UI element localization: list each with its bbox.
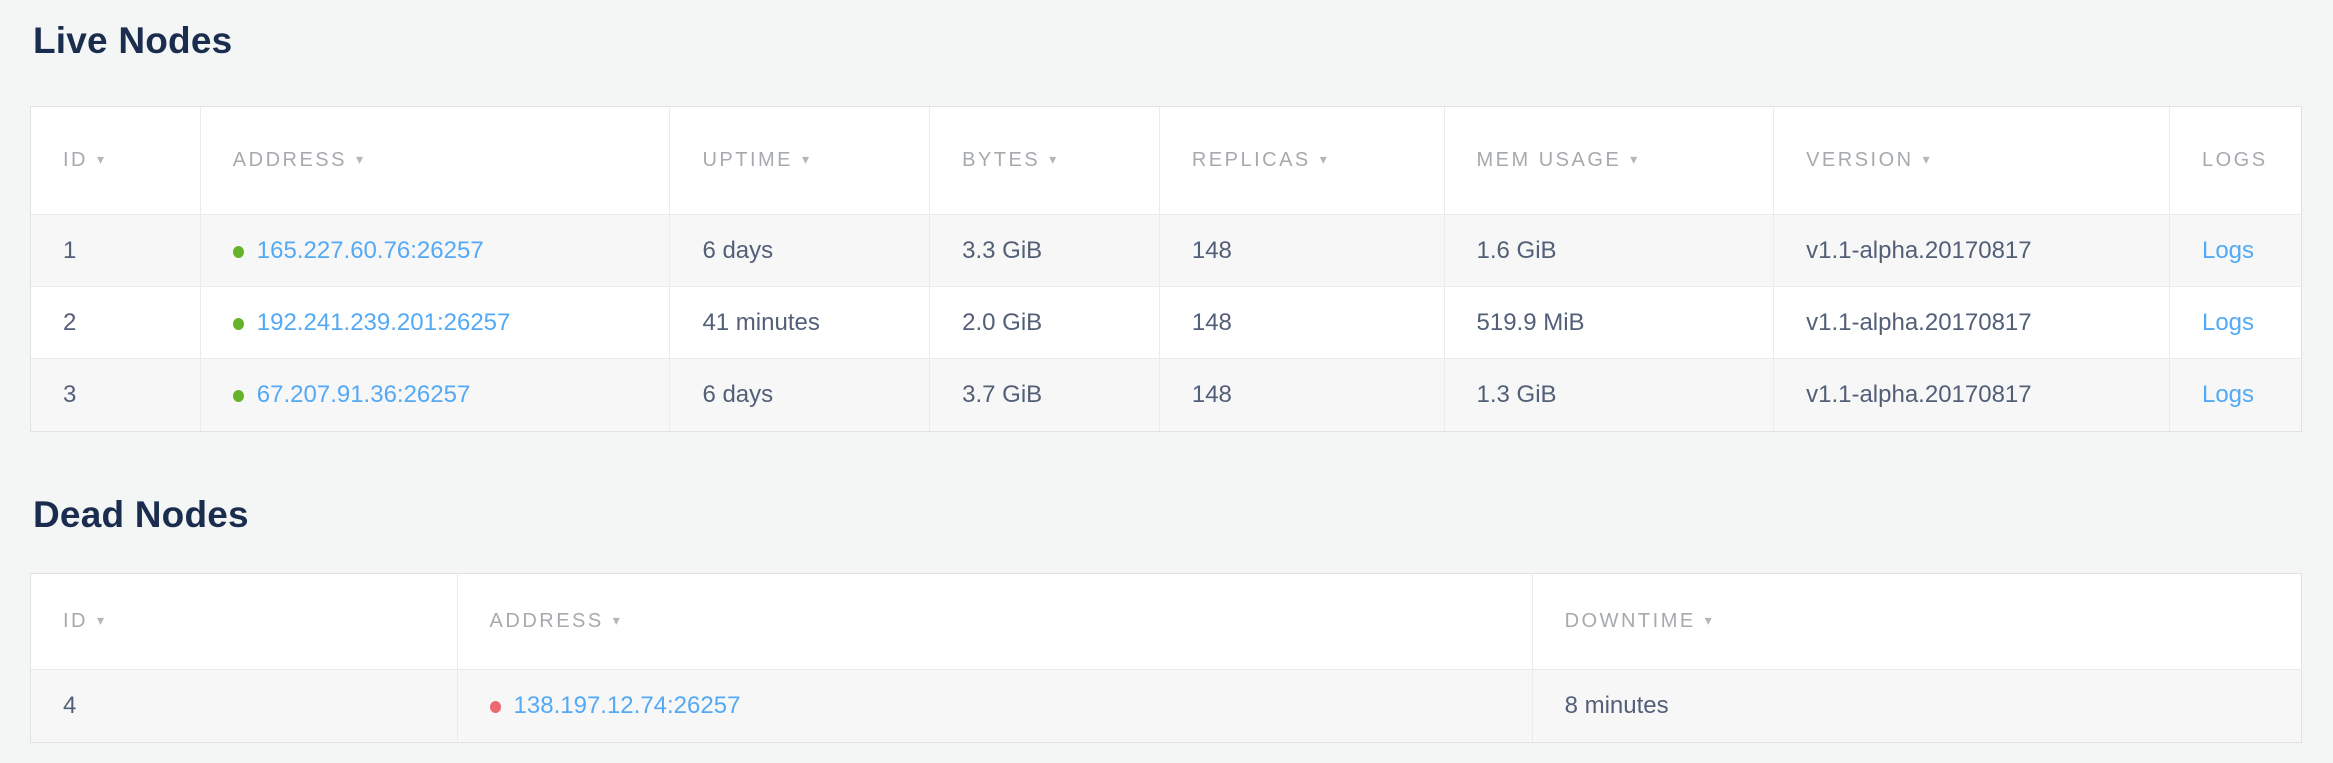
sort-arrow-icon: ▾ (1922, 151, 1933, 167)
sort-arrow-icon: ▾ (802, 151, 812, 167)
node-id-cell: 4 (31, 670, 458, 742)
live-status-dot-icon (232, 317, 244, 330)
node-downtime-cell: 8 minutes (1532, 670, 2301, 742)
dead-nodes-section: Dead Nodes ID ▾ ADDRESS ▾ DOWNTIME ▾ (30, 492, 2303, 743)
sort-arrow-icon: ▾ (1704, 612, 1715, 628)
node-logs-link[interactable]: Logs (2201, 236, 2255, 264)
node-version-cell: v1.1-alpha.20170817 (1774, 359, 2170, 431)
live-nodes-header-row: ID ▾ ADDRESS ▾ UPTIME ▾ BYTES ▾ REPLICAS ▾ (31, 107, 2301, 215)
column-header-label: DOWNTIME (1564, 610, 1696, 632)
column-header-label: ADDRESS (232, 149, 347, 171)
node-address-cell: 192.241.239.201:26257 (200, 287, 671, 359)
dead-nodes-header-row: ID ▾ ADDRESS ▾ DOWNTIME ▾ (31, 574, 2301, 670)
sort-arrow-icon: ▾ (1319, 151, 1330, 167)
node-address-cell: 165.227.60.76:26257 (200, 215, 671, 287)
node-mem-usage-cell: 519.9 MiB (1444, 287, 1775, 359)
node-uptime-cell: 41 minutes (670, 287, 931, 359)
sort-arrow-icon: ▾ (1049, 151, 1059, 167)
nodes-overview-page: Live Nodes ID ▾ ADDRESS ▾ UPTIME ▾ (30, 18, 2303, 743)
column-header-label: REPLICAS (1191, 149, 1311, 171)
sort-arrow-icon: ▾ (612, 612, 623, 628)
node-logs-link[interactable]: Logs (2201, 308, 2255, 336)
sort-arrow-icon: ▾ (97, 151, 107, 167)
node-mem-usage-cell: 1.6 GiB (1444, 215, 1775, 287)
table-row: 3 67.207.91.36:26257 6 days 3.7 GiB 148 … (31, 359, 2301, 431)
column-header-replicas[interactable]: REPLICAS ▾ (1159, 107, 1445, 215)
table-row: 2 192.241.239.201:26257 41 minutes 2.0 G… (31, 287, 2301, 359)
column-header-version[interactable]: VERSION ▾ (1774, 107, 2170, 215)
column-header-uptime[interactable]: UPTIME ▾ (670, 107, 931, 215)
dead-nodes-table: ID ▾ ADDRESS ▾ DOWNTIME ▾ 4 138.197.12.74:2… (30, 573, 2302, 743)
node-mem-usage-cell: 1.3 GiB (1444, 359, 1775, 431)
column-header-label: LOGS (2201, 149, 2268, 171)
table-row: 1 165.227.60.76:26257 6 days 3.3 GiB 148… (31, 215, 2301, 287)
node-bytes-cell: 2.0 GiB (930, 287, 1160, 359)
sort-arrow-icon: ▾ (1630, 151, 1640, 167)
node-logs-cell: Logs (2169, 359, 2301, 431)
node-id-cell: 2 (31, 287, 201, 359)
node-logs-cell: Logs (2169, 215, 2301, 287)
dead-status-dot-icon (489, 701, 501, 713)
column-header-id[interactable]: ID ▾ (31, 107, 201, 215)
live-status-dot-icon (232, 245, 244, 258)
node-address-cell: 138.197.12.74:26257 (457, 670, 1533, 742)
node-address-link[interactable]: 67.207.91.36:26257 (256, 381, 471, 408)
node-version-cell: v1.1-alpha.20170817 (1774, 215, 2170, 287)
column-header-label: MEM USAGE (1476, 149, 1622, 171)
node-uptime-cell: 6 days (670, 215, 931, 287)
node-uptime-cell: 6 days (670, 359, 931, 431)
node-version-cell: v1.1-alpha.20170817 (1774, 287, 2170, 359)
column-header-mem-usage[interactable]: MEM USAGE ▾ (1444, 107, 1775, 215)
column-header-label: ID (63, 149, 88, 171)
node-id-cell: 1 (31, 215, 201, 287)
dead-nodes-title: Dead Nodes (33, 494, 249, 535)
column-header-id[interactable]: ID ▾ (31, 574, 458, 670)
column-header-address[interactable]: ADDRESS ▾ (200, 107, 671, 215)
live-status-dot-icon (232, 390, 244, 402)
column-header-downtime[interactable]: DOWNTIME ▾ (1532, 574, 2301, 670)
column-header-label: UPTIME (702, 149, 793, 171)
node-logs-link[interactable]: Logs (2201, 381, 2255, 408)
column-header-address[interactable]: ADDRESS ▾ (457, 574, 1533, 670)
node-address-cell: 67.207.91.36:26257 (200, 359, 671, 431)
sort-arrow-icon: ▾ (97, 612, 107, 628)
node-address-link[interactable]: 138.197.12.74:26257 (513, 692, 741, 719)
column-header-label: ID (63, 610, 88, 632)
column-header-bytes[interactable]: BYTES ▾ (930, 107, 1160, 215)
node-replicas-cell: 148 (1159, 287, 1445, 359)
node-bytes-cell: 3.7 GiB (930, 359, 1160, 431)
live-nodes-title: Live Nodes (33, 20, 233, 61)
column-header-label: ADDRESS (489, 610, 604, 632)
table-row: 4 138.197.12.74:26257 8 minutes (31, 670, 2301, 742)
node-address-link[interactable]: 165.227.60.76:26257 (256, 236, 484, 264)
live-nodes-table: ID ▾ ADDRESS ▾ UPTIME ▾ BYTES ▾ REPLICAS ▾ (30, 106, 2302, 432)
column-header-label: VERSION (1806, 149, 1914, 171)
node-logs-cell: Logs (2169, 287, 2301, 359)
node-id-cell: 3 (31, 359, 201, 431)
live-nodes-section: Live Nodes ID ▾ ADDRESS ▾ UPTIME ▾ (30, 18, 2303, 432)
sort-arrow-icon: ▾ (355, 151, 366, 167)
node-replicas-cell: 148 (1159, 359, 1445, 431)
node-replicas-cell: 148 (1159, 215, 1445, 287)
column-header-logs: LOGS (2169, 107, 2301, 215)
node-bytes-cell: 3.3 GiB (930, 215, 1160, 287)
node-address-link[interactable]: 192.241.239.201:26257 (256, 308, 511, 336)
column-header-label: BYTES (962, 149, 1041, 171)
